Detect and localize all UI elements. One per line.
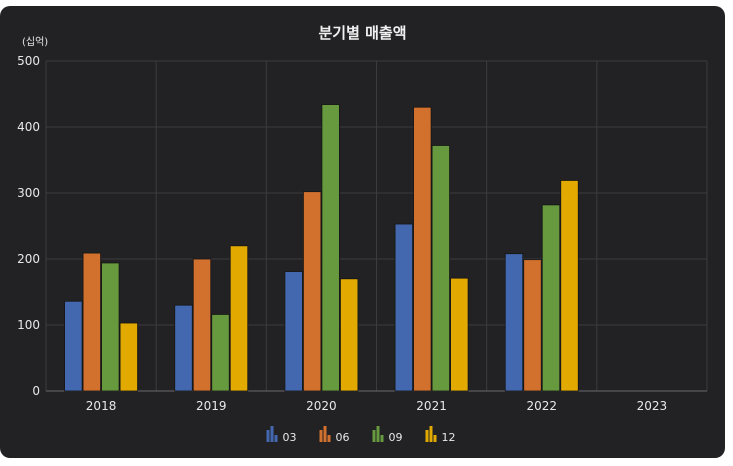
bar-12-2018 — [119, 322, 138, 392]
legend-icon-09 — [380, 435, 384, 442]
bar-03-2018 — [64, 300, 83, 392]
chart-title: 분기별 매출액 — [318, 24, 407, 42]
y-tick-label: 500 — [17, 54, 40, 68]
bar-12-2020 — [340, 278, 359, 392]
y-axis-unit-label: (십억) — [22, 37, 49, 48]
bar-06-2022 — [523, 259, 542, 392]
legend-icon-09 — [376, 426, 380, 442]
bar-09-2018 — [101, 262, 120, 392]
bar-03-2020 — [284, 271, 303, 392]
y-tick-label: 400 — [17, 120, 40, 134]
legend-icon-03 — [274, 435, 278, 442]
legend-icon-03 — [266, 430, 270, 442]
legend-icon-12 — [425, 430, 429, 442]
bar-03-2022 — [504, 253, 524, 392]
legend-icon-09 — [372, 430, 376, 442]
y-tick-label: 100 — [17, 318, 40, 332]
x-tick-label: 2023 — [637, 399, 668, 413]
legend-label-09: 09 — [389, 431, 403, 444]
bar-09-2022 — [541, 204, 561, 392]
x-tick-label: 2019 — [196, 399, 227, 413]
bar-03-2019 — [174, 304, 193, 392]
bar-06-2018 — [82, 252, 101, 392]
x-tick-label: 2022 — [526, 399, 557, 413]
legend-icon-06 — [319, 430, 323, 442]
legend-icon-06 — [327, 435, 331, 442]
legend-icon-12 — [429, 426, 433, 442]
legend-icon-03 — [270, 426, 274, 442]
legend-label-03: 03 — [283, 431, 297, 444]
legend-label-12: 12 — [442, 431, 456, 444]
bar-09-2019 — [211, 314, 230, 392]
y-tick-label: 0 — [32, 384, 40, 398]
bar-12-2021 — [450, 277, 469, 392]
legend-icon-06 — [323, 426, 327, 442]
y-tick-label: 300 — [17, 186, 40, 200]
x-tick-label: 2018 — [86, 399, 117, 413]
legend-label-06: 06 — [336, 431, 350, 444]
bar-12-2019 — [229, 245, 249, 392]
bar-06-2020 — [303, 191, 322, 392]
bar-03-2021 — [394, 223, 413, 392]
bar-09-2020 — [321, 104, 340, 392]
bar-06-2019 — [192, 258, 212, 392]
bar-12-2022 — [560, 180, 579, 392]
x-tick-label: 2021 — [416, 399, 447, 413]
y-tick-label: 200 — [17, 252, 40, 266]
bar-06-2021 — [413, 106, 432, 392]
legend-icon-12 — [433, 435, 437, 442]
bar-09-2021 — [431, 145, 450, 392]
x-tick-label: 2020 — [306, 399, 337, 413]
